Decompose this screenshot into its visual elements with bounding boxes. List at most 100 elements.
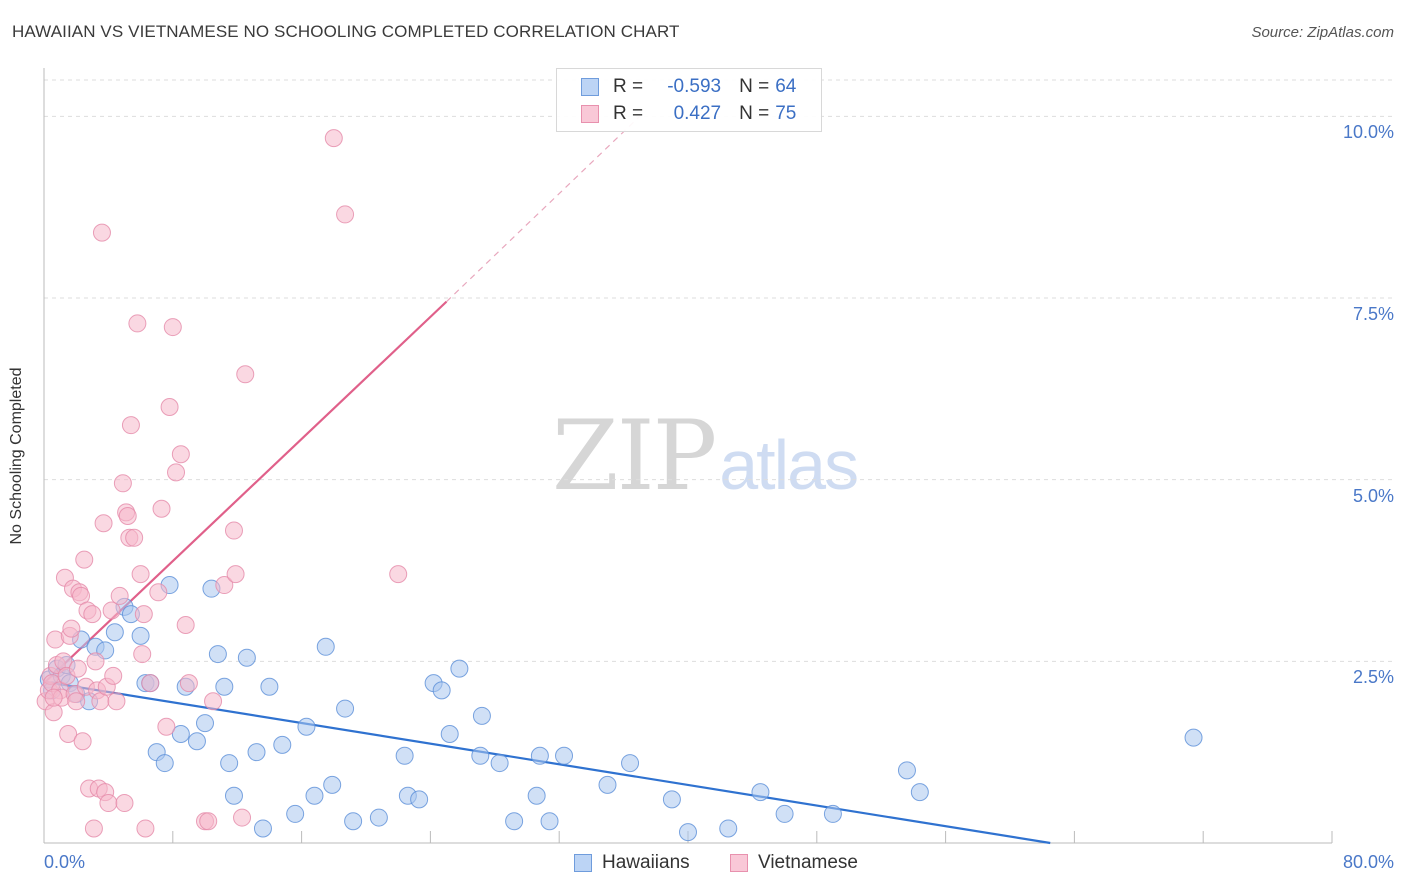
vietnamese-point <box>136 819 155 838</box>
watermark: ZIPatlas <box>552 400 859 512</box>
vietnamese-point <box>83 605 102 624</box>
hawaiian-point <box>679 823 697 842</box>
y-tick-label: 10.0% <box>1342 122 1394 143</box>
legend-n-label: N = <box>739 76 770 97</box>
legend-row-hawaiians: R = -0.593 N = 64 <box>557 74 796 100</box>
vietnamese-point <box>62 619 81 638</box>
vietnamese-point <box>167 463 186 482</box>
hawaiian-point <box>196 714 214 733</box>
hawaiian-point <box>751 783 770 802</box>
hawaiians-swatch <box>581 78 599 96</box>
vietnamese-point <box>324 129 343 148</box>
hawaiian-point <box>369 808 388 827</box>
legend-n-value: 64 <box>775 76 797 97</box>
hawaiian-point <box>247 743 266 762</box>
hawaiian-point <box>450 659 469 678</box>
hawaiian-point <box>105 623 124 642</box>
hawaiian-point <box>336 699 355 718</box>
vietnamese-legend-swatch <box>730 854 748 872</box>
hawaiian-point <box>220 754 239 773</box>
legend-r-label: R = <box>613 76 644 97</box>
vietnamese-point <box>113 474 132 493</box>
vietnamese-point <box>68 659 87 678</box>
hawaiian-point <box>316 637 335 656</box>
watermark-atlas: atlas <box>719 426 859 504</box>
y-tick-label: 5.0% <box>1352 485 1394 506</box>
vietnamese-point <box>215 576 234 595</box>
legend-r-value: -0.593 <box>667 76 722 97</box>
hawaiian-point <box>432 681 451 700</box>
vietnamese-point <box>233 808 252 827</box>
y-tick-label: 7.5% <box>1352 304 1394 324</box>
hawaiian-point <box>621 754 640 773</box>
vietnamese-point <box>110 586 129 605</box>
vietnamese-trend-extension <box>446 115 641 303</box>
bottom-legend-hawaiians: Hawaiians <box>574 852 690 874</box>
chart-title: HAWAIIAN VS VIETNAMESE NO SCHOOLING COMP… <box>12 22 680 41</box>
hawaiian-point <box>171 725 190 743</box>
data-points <box>36 129 1203 842</box>
hawaiian-point <box>505 812 524 831</box>
vietnamese-point <box>92 223 111 242</box>
vietnamese-point <box>171 445 190 464</box>
vietnamese-point <box>141 674 160 693</box>
hawaiian-point <box>323 775 342 794</box>
vietnamese-legend-label: Vietnamese <box>758 852 858 873</box>
legend-r-label: R = <box>613 103 644 124</box>
vietnamese-point <box>59 725 78 743</box>
vietnamese-point <box>86 652 105 671</box>
hawaiian-point <box>215 677 234 696</box>
legend-row-vietnamese: R = 0.427 N = 75 <box>557 101 796 127</box>
y-axis-label: No Schooling Completed <box>8 367 25 545</box>
hawaiian-point <box>897 761 916 780</box>
vietnamese-point <box>94 514 113 533</box>
hawaiian-point <box>440 725 459 743</box>
vietnamese-point <box>152 499 171 518</box>
legend-r-value: 0.427 <box>673 103 722 124</box>
hawaiian-point <box>273 735 292 754</box>
x-tick-label-max: 80.0% <box>1342 852 1394 872</box>
hawaiian-point <box>775 804 794 823</box>
vietnamese-point <box>115 794 134 813</box>
vietnamese-point <box>176 616 195 634</box>
hawaiians-legend-swatch <box>574 854 592 872</box>
vietnamese-point <box>44 688 63 707</box>
legend-n-label: N = <box>739 103 770 124</box>
vietnamese-point <box>236 365 255 384</box>
vietnamese-point <box>99 794 118 813</box>
watermark-zip: ZIP <box>552 400 717 512</box>
legend-n-value: 75 <box>775 103 797 124</box>
hawaiian-point <box>540 812 559 831</box>
vietnamese-point <box>107 692 126 711</box>
hawaiian-point <box>253 819 272 838</box>
hawaiian-point <box>1184 728 1203 747</box>
vietnamese-point <box>157 717 176 736</box>
vietnamese-point <box>389 565 408 584</box>
vietnamese-point <box>118 507 137 525</box>
hawaiian-point <box>344 812 363 831</box>
vietnamese-point <box>336 205 355 224</box>
hawaiian-point <box>471 746 490 765</box>
vietnamese-point <box>226 565 245 584</box>
hawaiian-point <box>662 790 681 809</box>
hawaiian-point <box>224 786 243 805</box>
axes <box>43 68 1333 844</box>
hawaiian-point <box>598 775 617 794</box>
hawaiian-point <box>910 783 929 802</box>
hawaiian-point <box>719 819 738 838</box>
vietnamese-point <box>131 565 150 584</box>
vietnamese-point <box>224 521 243 540</box>
vietnamese-point <box>179 674 198 693</box>
hawaiians-legend-label: Hawaiians <box>602 852 690 873</box>
hawaiian-point <box>286 804 305 823</box>
hawaiian-point <box>260 677 279 696</box>
hawaiian-point <box>297 717 316 736</box>
hawaiian-point <box>155 754 174 773</box>
hawaiian-point <box>530 746 549 765</box>
vietnamese-point <box>84 819 103 838</box>
vietnamese-point <box>75 550 94 569</box>
hawaiian-point <box>208 645 227 664</box>
x-tick-label-min: 0.0% <box>44 852 86 872</box>
vietnamese-point <box>125 528 144 547</box>
vietnamese-point <box>133 645 152 664</box>
